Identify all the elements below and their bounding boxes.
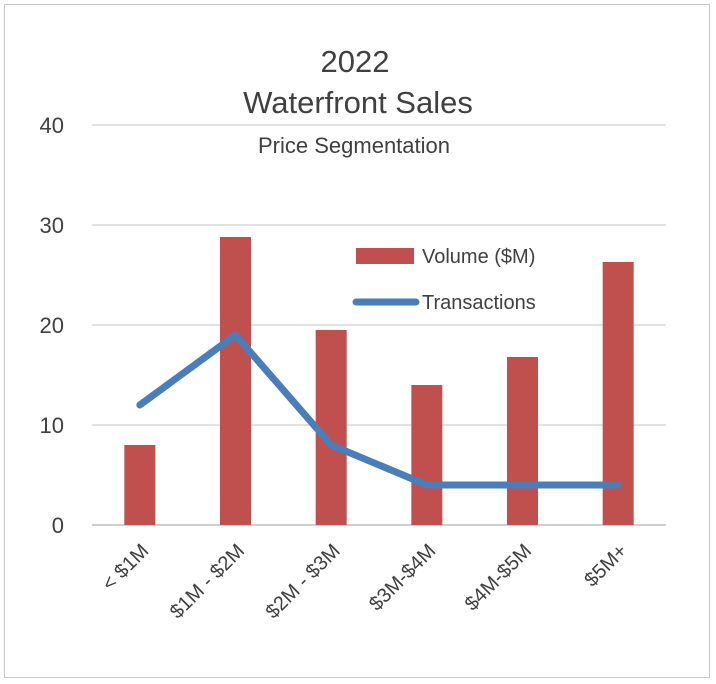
- bar-volume: [124, 445, 156, 525]
- chart-title: 2022: [321, 44, 390, 79]
- transactions-point: [616, 483, 621, 487]
- chart-frame: [4, 4, 710, 678]
- bar-volume: [220, 237, 251, 525]
- x-category-label: $1M - $2M: [166, 540, 249, 623]
- y-tick-label: 20: [40, 313, 64, 338]
- transactions-point: [520, 483, 525, 487]
- legend-label-transactions: Transactions: [422, 292, 536, 314]
- volume-bars: [124, 237, 634, 525]
- x-category-label: $3M-$4M: [365, 540, 440, 615]
- x-category-label: < $1M: [98, 540, 153, 595]
- legend-swatch-volume: [356, 248, 414, 264]
- bar-volume: [315, 330, 347, 525]
- legend-label-volume: Volume ($M): [422, 246, 535, 268]
- gridlines: [92, 124, 666, 526]
- transactions-point: [329, 443, 334, 447]
- chart-subtitle: Price Segmentation: [258, 133, 450, 158]
- x-axis-labels: < $1M $1M - $2M $2M - $3M $3M-$4M $4M-$5M $5M…: [98, 540, 632, 623]
- y-tick-label: 10: [40, 413, 64, 438]
- transactions-point: [137, 403, 142, 407]
- y-tick-label: 40: [40, 113, 64, 138]
- transactions-line-group: [136, 331, 622, 489]
- bar-volume: [411, 385, 443, 525]
- y-axis-ticks: 0 10 20 30 40: [40, 113, 64, 538]
- y-tick-label: 0: [52, 513, 64, 538]
- bar-volume: [602, 262, 634, 525]
- y-tick-label: 30: [40, 213, 64, 238]
- x-category-label: $4M-$5M: [461, 540, 536, 615]
- x-category-label: $5M+: [580, 540, 631, 591]
- legend: Volume ($M) Transactions: [352, 246, 536, 314]
- x-category-label: $2M - $3M: [262, 540, 345, 623]
- transactions-point: [424, 483, 429, 487]
- chart-title-line2: Waterfront Sales: [243, 85, 473, 120]
- transactions-point: [233, 333, 238, 337]
- bar-volume: [507, 357, 538, 525]
- transactions-line: [136, 331, 622, 489]
